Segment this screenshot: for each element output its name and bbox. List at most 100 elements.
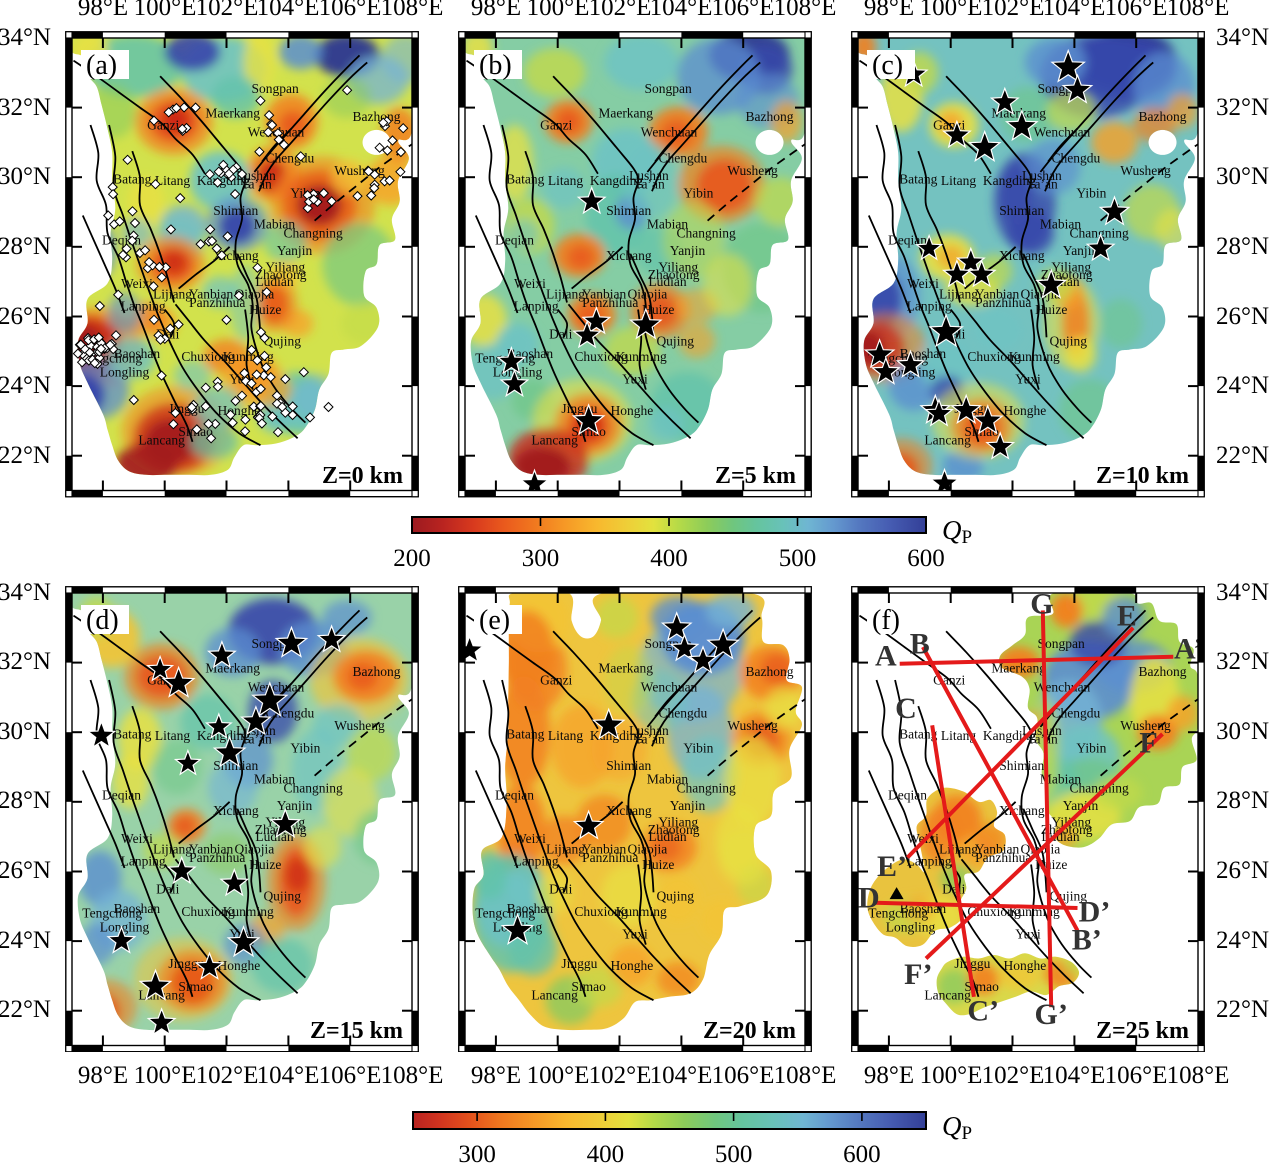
svg-text:Qiaojia: Qiaojia	[628, 286, 668, 301]
svg-text:G: G	[1030, 587, 1053, 620]
svg-text:Chengdu: Chengdu	[266, 151, 315, 166]
svg-text:Jinggu: Jinggu	[561, 956, 597, 971]
svg-text:Longling: Longling	[100, 365, 150, 380]
svg-text:D: D	[858, 881, 880, 914]
svg-text:Bazhong: Bazhong	[353, 109, 401, 124]
svg-text:(e): (e)	[479, 605, 510, 636]
svg-text:Bazhong: Bazhong	[353, 663, 401, 678]
svg-text:Kangding: Kangding	[590, 173, 643, 188]
svg-text:Kunming: Kunming	[616, 349, 667, 364]
svg-text:Wusheng: Wusheng	[727, 717, 778, 732]
svg-text:Honghe: Honghe	[1004, 957, 1047, 972]
svg-text:Bazhong: Bazhong	[746, 109, 794, 124]
svg-text:Lanping: Lanping	[514, 853, 559, 868]
svg-text:Changning: Changning	[676, 780, 735, 795]
svg-text:Bazhong: Bazhong	[746, 663, 794, 678]
svg-text:Honghe: Honghe	[611, 403, 654, 418]
svg-text:Shimian: Shimian	[213, 203, 258, 218]
svg-text:Lanping: Lanping	[907, 853, 952, 868]
svg-text:Chuxiong: Chuxiong	[967, 349, 1021, 364]
svg-text:Lijiang: Lijiang	[153, 286, 192, 301]
svg-text:Yibin: Yibin	[683, 185, 713, 200]
svg-text:Panzhihua: Panzhihua	[975, 850, 1031, 865]
svg-text:Kunming: Kunming	[1009, 349, 1060, 364]
svg-text:Changning: Changning	[283, 780, 342, 795]
svg-text:Lanping: Lanping	[907, 299, 952, 314]
svg-text:Changning: Changning	[676, 225, 735, 240]
svg-text:Simao: Simao	[571, 978, 606, 993]
svg-text:Shimian: Shimian	[999, 203, 1044, 218]
svg-text:Huize: Huize	[642, 857, 674, 872]
svg-text:Lushan: Lushan	[236, 168, 276, 183]
svg-text:Batang: Batang	[113, 172, 151, 187]
svg-text:Chengdu: Chengdu	[659, 705, 708, 720]
svg-text:B’: B’	[1072, 923, 1102, 956]
svg-text:Mabian: Mabian	[647, 217, 688, 232]
svg-text:Baoshan: Baoshan	[900, 346, 947, 361]
svg-text:Qiaojia: Qiaojia	[628, 841, 668, 856]
svg-text:Xichang: Xichang	[606, 803, 652, 818]
svg-text:Changning: Changning	[1069, 225, 1128, 240]
svg-text:Lushan: Lushan	[1022, 723, 1062, 738]
svg-text:Xichang: Xichang	[999, 803, 1045, 818]
svg-text:Qujing: Qujing	[263, 888, 301, 903]
svg-text:Ganzi: Ganzi	[540, 672, 572, 687]
svg-text:Huize: Huize	[1035, 302, 1067, 317]
svg-text:Wenchuan: Wenchuan	[248, 679, 305, 694]
svg-text:Qiaojia: Qiaojia	[235, 841, 275, 856]
svg-text:Lijiang: Lijiang	[546, 286, 585, 301]
svg-text:Panzhihua: Panzhihua	[582, 850, 638, 865]
svg-text:Weixi: Weixi	[907, 276, 939, 291]
svg-text:Shimian: Shimian	[606, 757, 651, 772]
svg-text:Kunming: Kunming	[616, 904, 667, 919]
svg-text:Baoshan: Baoshan	[507, 901, 554, 916]
svg-text:Huize: Huize	[249, 857, 281, 872]
svg-text:Honghe: Honghe	[1004, 403, 1047, 418]
svg-text:Ganzi: Ganzi	[540, 118, 572, 133]
svg-text:Deqian: Deqian	[495, 232, 534, 247]
svg-text:Mabian: Mabian	[1040, 771, 1081, 786]
svg-text:Litang: Litang	[548, 728, 583, 743]
svg-text:Weixi: Weixi	[121, 276, 153, 291]
svg-text:Zhaotong: Zhaotong	[648, 267, 700, 282]
svg-text:Litang: Litang	[548, 173, 583, 188]
svg-text:300: 300	[458, 1141, 496, 1163]
svg-text:Simao: Simao	[571, 424, 606, 439]
svg-text:Tengchong: Tengchong	[82, 905, 142, 920]
svg-text:Xichang: Xichang	[606, 248, 652, 263]
svg-text:Qujing: Qujing	[656, 888, 694, 903]
svg-text:Yibin: Yibin	[1076, 740, 1106, 755]
svg-text:Maerkang: Maerkang	[598, 660, 653, 675]
svg-text:Yuxi: Yuxi	[622, 372, 648, 387]
svg-text:A’: A’	[1174, 632, 1203, 665]
svg-text:Batang: Batang	[113, 726, 151, 741]
svg-text:Batang: Batang	[506, 172, 544, 187]
svg-text:Yiliang: Yiliang	[1051, 260, 1091, 275]
svg-text:Yiliang: Yiliang	[265, 260, 305, 275]
svg-text:Ya’an: Ya’an	[240, 731, 272, 746]
svg-text:Wusheng: Wusheng	[1120, 717, 1171, 732]
svg-text:Maerkang: Maerkang	[991, 660, 1046, 675]
svg-text:Z=5 km: Z=5 km	[715, 463, 796, 489]
svg-text:Lushan: Lushan	[1022, 168, 1062, 183]
svg-text:F: F	[1139, 726, 1157, 759]
svg-text:QP: QP	[942, 516, 972, 548]
svg-text:Lanping: Lanping	[121, 853, 166, 868]
svg-text:E: E	[1117, 599, 1137, 632]
svg-text:Weixi: Weixi	[514, 830, 546, 845]
svg-text:Lushan: Lushan	[236, 723, 276, 738]
svg-text:Yanjin: Yanjin	[277, 797, 313, 812]
svg-text:Lancang: Lancang	[138, 433, 185, 448]
svg-text:Chuxiong: Chuxiong	[181, 349, 235, 364]
svg-text:Batang: Batang	[899, 172, 937, 187]
svg-text:Lijiang: Lijiang	[939, 286, 978, 301]
svg-text:Lushan: Lushan	[629, 168, 669, 183]
svg-text:(b): (b)	[479, 50, 512, 81]
svg-text:B: B	[910, 627, 930, 660]
svg-text:Ludian: Ludian	[648, 829, 686, 844]
svg-text:Wusheng: Wusheng	[334, 717, 385, 732]
svg-text:Yanbian: Yanbian	[582, 286, 627, 301]
svg-text:400: 400	[587, 1141, 625, 1163]
svg-text:Yiliang: Yiliang	[658, 814, 698, 829]
svg-text:Yanbian: Yanbian	[189, 286, 234, 301]
